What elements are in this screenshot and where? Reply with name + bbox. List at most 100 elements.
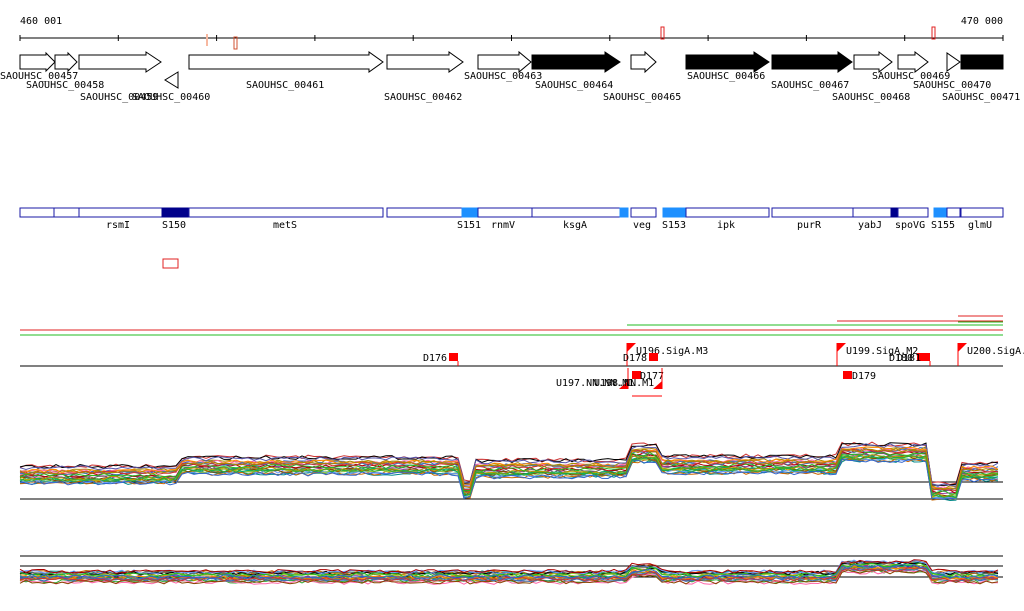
gene-arrow-reverse[interactable]: [164, 71, 179, 89]
feature-label: U196.SigA.M3: [636, 346, 708, 357]
gene-label: SAOUHSC_00468: [832, 92, 910, 103]
gene-arrow[interactable]: [853, 50, 893, 74]
feature-label: D177: [640, 371, 664, 382]
promoter-flag[interactable]: [619, 381, 628, 389]
gene-arrow-filled[interactable]: [685, 51, 770, 73]
annotation-block[interactable]: [531, 207, 621, 218]
expression-trace: [19, 446, 999, 490]
gene-arrow[interactable]: [188, 51, 384, 73]
expression-trace: [19, 567, 999, 583]
annotation-label: S150: [162, 220, 186, 231]
annotation-block[interactable]: [960, 207, 1004, 218]
annotation-block[interactable]: [630, 207, 657, 218]
coordinate-ruler: 460 001 470 000: [19, 16, 1004, 50]
gene-label: SAOUHSC_00463: [464, 71, 542, 82]
feature-marker[interactable]: [917, 353, 930, 361]
annotation-block-light[interactable]: [662, 207, 687, 218]
expression-trace: [19, 563, 999, 579]
annotation-block[interactable]: [477, 207, 533, 218]
feature-marker[interactable]: [449, 353, 458, 361]
gene-arrow[interactable]: [386, 51, 464, 73]
gene-label: SAOUHSC_00471: [942, 92, 1020, 103]
annotation-label: ipk: [717, 220, 735, 231]
expression-trace: [19, 448, 999, 491]
expression-trace: [19, 559, 999, 574]
gene-label: SAOUHSC_00470: [913, 80, 991, 91]
annotation-track: rsmI S150 metS S151 rnmV ksgA veg S153 i…: [19, 207, 1004, 269]
annotation-label: yabJ: [858, 220, 882, 231]
promoter-flag[interactable]: [837, 343, 846, 352]
feature-marker[interactable]: [649, 353, 658, 361]
gene-arrow-filled[interactable]: [960, 54, 1004, 70]
annotation-block[interactable]: [19, 207, 55, 218]
promoter-flag[interactable]: [627, 343, 636, 352]
gene-arrow[interactable]: [78, 51, 162, 73]
gene-arrow[interactable]: [630, 50, 657, 74]
feature-label: D181: [897, 353, 921, 364]
gene-arrow[interactable]: [477, 50, 532, 74]
expression-trace: [19, 567, 999, 582]
feature-label: D178: [623, 353, 647, 364]
feature-label: U199.SigA.M2: [846, 346, 918, 357]
feature-marker[interactable]: [843, 371, 852, 379]
gene-label: SAOUHSC_00457: [0, 71, 78, 82]
annotation-block-light[interactable]: [461, 207, 479, 218]
gene-label: SAOUHSC_00459: [80, 92, 158, 103]
ruler-marker: [233, 36, 238, 50]
annotation-block[interactable]: [946, 207, 961, 218]
feature-label: U198.NN.M1: [594, 378, 654, 389]
annotation-block[interactable]: [771, 207, 854, 218]
annotation-block-dark[interactable]: [890, 207, 899, 218]
promoter-flag[interactable]: [653, 381, 662, 389]
annotation-block[interactable]: [78, 207, 163, 218]
annotation-block[interactable]: [897, 207, 929, 218]
expression-trace: [19, 457, 999, 501]
annotation-block[interactable]: [53, 207, 80, 218]
feature-label: U200.SigA.: [967, 346, 1024, 357]
expression-trace: [19, 569, 999, 585]
annotation-label: ksgA: [563, 220, 587, 231]
annotation-block-dark[interactable]: [161, 207, 190, 218]
gene-label: SAOUHSC_00467: [771, 80, 849, 91]
gene-label: SAOUHSC_00460: [132, 92, 210, 103]
gene-arrow[interactable]: [19, 51, 56, 73]
annotation-block[interactable]: [852, 207, 892, 218]
annotation-block[interactable]: [386, 207, 463, 218]
expression-profile-top: [19, 441, 1003, 502]
ruler-end-label: 470 000: [961, 16, 1003, 27]
annotation-label: glmU: [968, 220, 992, 231]
gene-arrow[interactable]: [54, 51, 78, 73]
feature-label: D180: [889, 353, 913, 364]
annotation-label: rnmV: [491, 220, 515, 231]
gene-arrow[interactable]: [897, 50, 929, 74]
feature-label: D176: [423, 353, 447, 364]
ruler-marker: [660, 26, 665, 40]
annotation-label: rsmI: [106, 220, 130, 231]
annotation-block-light[interactable]: [933, 207, 947, 218]
highlight-box[interactable]: [162, 258, 179, 269]
annotation-label: metS: [273, 220, 297, 231]
feature-marker[interactable]: [632, 371, 641, 379]
gene-arrow-filled[interactable]: [531, 51, 621, 73]
gene-label: SAOUHSC_00469: [872, 71, 950, 82]
annotation-label: S151: [457, 220, 481, 231]
annotation-block-light[interactable]: [619, 207, 629, 218]
annotation-label: purR: [797, 220, 822, 231]
annotation-label: S155: [931, 220, 955, 231]
ruler-start-label: 460 001: [20, 16, 62, 27]
expression-trace: [20, 448, 999, 492]
annotation-label: veg: [633, 220, 651, 231]
gene-label: SAOUHSC_00458: [26, 80, 104, 91]
coverage-lines: [20, 315, 1003, 336]
gene-arrow-filled[interactable]: [771, 51, 853, 73]
gene-track: SAOUHSC_00457 SAOUHSC_00458 SAOUHSC_0045…: [0, 50, 1020, 103]
gene-label: SAOUHSC_00462: [384, 92, 462, 103]
annotation-block[interactable]: [685, 207, 770, 218]
gene-label: SAOUHSC_00466: [687, 71, 765, 82]
annotation-block[interactable]: [188, 207, 384, 218]
gene-arrow[interactable]: [946, 52, 961, 72]
gene-label: SAOUHSC_00461: [246, 80, 324, 91]
promoter-flag[interactable]: [958, 343, 967, 352]
